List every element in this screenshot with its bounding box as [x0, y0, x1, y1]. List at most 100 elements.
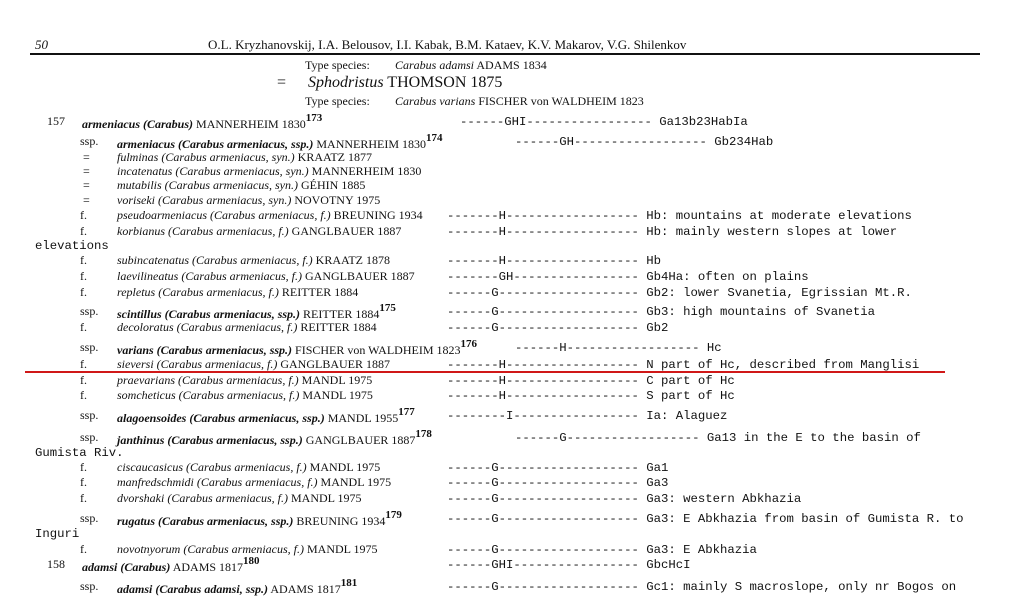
distribution-code: ------G------------------ Ga13 in the E … [515, 431, 921, 445]
taxon-author: MANDL 1975 [291, 491, 362, 505]
distribution-code: -------GH----------------- Gb4Ha: often … [447, 270, 809, 284]
rank: ssp. [80, 408, 99, 422]
taxon-author: REITTER 1884 [300, 320, 377, 334]
taxon-name: ciscaucasicus (Carabus armeniacus, f.) [117, 460, 307, 474]
taxon-author: GANGLBAUER 1887 [305, 433, 416, 447]
taxon-author: MANNERHEIM 1830 [311, 164, 422, 178]
distribution-code: ------G------------------- Gb3: high mou… [447, 305, 876, 319]
taxon: korbianus (Carabus armeniacus, f.) GANGL… [117, 225, 401, 237]
distribution-code: ------G------------------- Ga1 [447, 461, 669, 475]
species-author: ADAMS 1834 [476, 58, 547, 72]
rank: f. [80, 542, 87, 556]
taxon-name: varians (Carabus armeniacus, ssp.) [117, 343, 293, 357]
rank: f. [80, 320, 87, 334]
rank: f. [80, 475, 87, 489]
distribution-wrap: Gumista Riv. [35, 446, 124, 460]
rank: f. [80, 208, 87, 222]
taxon: subincatenatus (Carabus armeniacus, f.) … [117, 254, 390, 266]
distribution-code: --------I----------------- Ia: Alaguez [447, 409, 728, 423]
rank: f. [80, 253, 87, 267]
type-species-label: Type species: [305, 94, 370, 108]
taxon-author: GANGLBAUER 1887 [291, 224, 402, 238]
taxon-name: manfredschmidi (Carabus armeniacus, f.) [117, 475, 318, 489]
subgenus: Sphodristus THOMSON 1875 [308, 75, 502, 91]
taxon: alagoensoides (Carabus armeniacus, ssp.)… [117, 407, 415, 425]
distribution-code: ------GH------------------ Gb234Hab [515, 135, 774, 149]
rank: = [83, 150, 90, 164]
distribution-code: ------G------------------- Ga3: E Abkhaz… [447, 512, 964, 526]
species-name: Carabus varians [395, 94, 476, 108]
taxon: rugatus (Carabus armeniacus, ssp.) BREUN… [117, 509, 402, 528]
rank: 158 [47, 557, 65, 571]
distribution-code: ------G------------------- Ga3: western … [447, 492, 802, 506]
distribution-code: -------H------------------ Hb: mountains… [447, 209, 912, 223]
taxon-name: voriseki (Carabus armeniacus, syn.) [117, 193, 292, 207]
taxon-author: BREUNING 1934 [296, 514, 386, 528]
species-author: FISCHER von WALDHEIM 1823 [478, 94, 644, 108]
taxon-name: fulminas (Carabus armeniacus, syn.) [117, 150, 295, 164]
distribution-code: ------G------------------- Gb2 [447, 321, 669, 335]
taxon: varians (Carabus armeniacus, ssp.) FISCH… [117, 338, 477, 357]
taxon-name: mutabilis (Carabus armeniacus, syn.) [117, 178, 298, 192]
taxon-name: alagoensoides (Carabus armeniacus, ssp.) [117, 411, 325, 425]
header-rule [30, 53, 980, 55]
taxon-author: FISCHER von WALDHEIM 1823 [295, 343, 461, 357]
taxon-name: janthinus (Carabus armeniacus, ssp.) [117, 433, 303, 447]
rank: ssp. [80, 579, 99, 593]
species-name: Carabus adamsi [395, 58, 475, 72]
page-number: 50 [35, 37, 48, 52]
taxon: somcheticus (Carabus armeniacus, f.) MAN… [117, 389, 373, 401]
type-species: Carabus varians FISCHER von WALDHEIM 182… [395, 95, 644, 107]
footnote-ref: 176 [460, 338, 477, 350]
taxon: manfredschmidi (Carabus armeniacus, f.) … [117, 476, 391, 488]
footnote-ref: 178 [415, 428, 432, 440]
taxon-name: korbianus (Carabus armeniacus, f.) [117, 224, 289, 238]
taxon-author: BREUNING 1934 [333, 208, 423, 222]
taxon: praevarians (Carabus armeniacus, f.) MAN… [117, 374, 372, 386]
rank: f. [80, 388, 87, 402]
rank: ssp. [80, 340, 99, 354]
distribution-code: ------G------------------- Ga3: E Abkhaz… [447, 543, 757, 557]
rank: = [83, 164, 90, 178]
taxon-author: KRAATZ 1878 [315, 253, 390, 267]
taxon-author: NOVOTNY 1975 [294, 193, 381, 207]
rank: ssp. [80, 134, 99, 148]
taxon: incatenatus (Carabus armeniacus, syn.) M… [117, 165, 421, 177]
taxon-author: KRAATZ 1877 [297, 150, 373, 164]
taxon-author: MANDL 1975 [320, 475, 392, 489]
taxon: armeniacus (Carabus) MANNERHEIM 1830173 [82, 113, 322, 131]
taxon-name: pseudoarmeniacus (Carabus armeniacus, f.… [117, 208, 331, 222]
taxon: janthinus (Carabus armeniacus, ssp.) GAN… [117, 428, 432, 447]
footnote-ref: 174 [426, 132, 443, 144]
distribution-code: -------H------------------ Hb [447, 254, 662, 268]
taxon-author: ADAMS 1817 [172, 560, 244, 574]
footnote-ref: 179 [385, 509, 402, 521]
synonym-mark: = [277, 74, 287, 91]
distribution-code: -------H------------------ N part of Hc,… [447, 358, 920, 372]
taxon: repletus (Carabus armeniacus, f.) REITTE… [117, 286, 358, 298]
rank: f. [80, 491, 87, 505]
taxon-author: MANDL 1975 [306, 542, 378, 556]
taxon-author: MANDL 1955 [327, 411, 399, 425]
taxon-name: armeniacus (Carabus) [82, 117, 194, 131]
distribution-code: ------H------------------ Hc [515, 341, 722, 355]
distribution-code: -------H------------------ C part of Hc [447, 374, 735, 388]
footnote-ref: 175 [379, 302, 396, 314]
taxon-name: rugatus (Carabus armeniacus, ssp.) [117, 514, 294, 528]
subgenus-author: THOMSON 1875 [387, 74, 503, 91]
rank: 157 [47, 114, 65, 128]
taxon-name: repletus (Carabus armeniacus, f.) [117, 285, 279, 299]
footnote-ref: 180 [243, 555, 260, 567]
rank: f. [80, 224, 87, 238]
taxon: adamsi (Carabus) ADAMS 1817180 [82, 555, 260, 574]
taxon-name: adamsi (Carabus adamsi, ssp.) [117, 582, 269, 596]
taxon-author: REITTER 1884 [303, 307, 380, 321]
distribution-code: ------G------------------- Gb2: lower Sv… [447, 286, 912, 300]
taxon-author: MANDL 1975 [309, 460, 381, 474]
taxon-author: MANDL 1975 [301, 373, 373, 387]
taxon: voriseki (Carabus armeniacus, syn.) NOVO… [117, 194, 380, 206]
taxon-author: MANDL 1975 [302, 388, 373, 402]
distribution-wrap: Inguri [35, 527, 80, 541]
rank: f. [80, 269, 87, 283]
